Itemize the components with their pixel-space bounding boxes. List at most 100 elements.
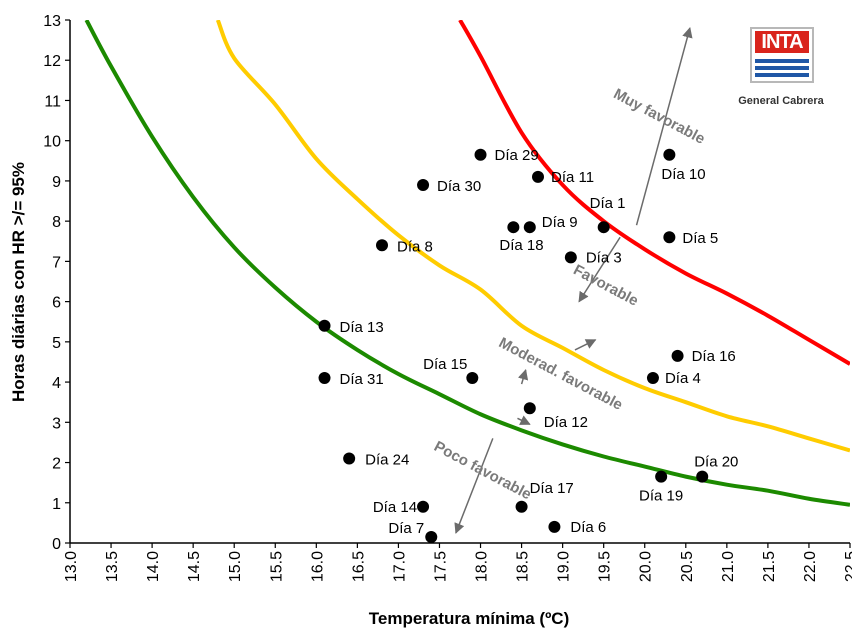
point-label-d-a-11: Día 11 — [551, 169, 594, 186]
y-tick-label: 7 — [52, 254, 61, 271]
threshold-curve-2 — [215, 20, 850, 453]
point-d-a-5 — [663, 231, 676, 244]
point-label-d-a-17: Día 17 — [530, 480, 574, 497]
x-tick-label: 14.5 — [186, 551, 203, 582]
x-tick-label: 21.5 — [761, 551, 778, 582]
threshold-curves — [84, 20, 850, 507]
zone-arrow-3 — [574, 339, 597, 351]
point-label-d-a-13: Día 13 — [340, 319, 384, 336]
point-label-d-a-12: Día 12 — [544, 414, 588, 431]
x-tick-label: 18.5 — [515, 551, 532, 582]
point-label-d-a-18: Día 18 — [499, 237, 543, 254]
x-tick-label: 17.5 — [432, 551, 449, 582]
point-d-a-8 — [376, 239, 388, 252]
inta-logo: INTA General Cabrera — [730, 27, 832, 121]
inta-logo-subtitle: General Cabrera — [738, 95, 824, 107]
zone-arrow-5 — [517, 415, 531, 425]
y-tick-label: 2 — [52, 456, 61, 473]
zone-arrows — [454, 27, 693, 534]
inta-logo-mark: INTA — [750, 27, 814, 83]
y-tick-label: 4 — [52, 375, 61, 392]
x-tick-label: 21.0 — [720, 551, 737, 582]
point-label-d-a-29: Día 29 — [495, 147, 539, 164]
point-label-d-a-8: Día 8 — [397, 238, 433, 255]
y-tick-label: 1 — [52, 496, 61, 513]
threshold-curve-1 — [458, 20, 850, 366]
point-label-d-a-31: Día 31 — [340, 371, 384, 388]
x-tick-label: 18.0 — [474, 551, 491, 582]
zone-arrow-6 — [454, 438, 494, 534]
x-tick-label: 20.0 — [638, 551, 655, 582]
point-d-a-10 — [663, 148, 676, 161]
x-tick-label: 20.5 — [679, 551, 696, 582]
data-points: Día 1 Día 3 Día 4 Día 5 Día 6 Día 7 Día 8 Día 9… — [318, 147, 738, 543]
point-label-d-a-9: Día 9 — [542, 214, 578, 231]
logo-stripe — [755, 66, 809, 70]
point-d-a-31 — [318, 372, 331, 385]
y-tick-label: 9 — [52, 174, 61, 191]
zone-label-2: Favorable — [571, 261, 642, 309]
point-label-d-a-16: Día 16 — [692, 348, 736, 365]
x-tick-label: 16.0 — [309, 551, 326, 582]
point-d-a-9 — [523, 221, 536, 234]
logo-stripe — [755, 73, 809, 77]
x-tick-label: 13.5 — [104, 551, 121, 582]
x-tick-label: 22.5 — [843, 551, 852, 582]
y-tick-label: 6 — [52, 295, 61, 312]
y-axis-title: Horas diárias con HR >/= 95% — [9, 162, 28, 402]
point-label-d-a-1: Día 1 — [590, 195, 626, 212]
point-label-d-a-3: Día 3 — [586, 249, 622, 266]
point-d-a-30 — [417, 178, 430, 191]
x-tick-label: 19.5 — [597, 551, 614, 582]
point-d-a-15 — [466, 372, 479, 385]
point-d-a-7 — [425, 530, 438, 543]
point-label-d-a-20: Día 20 — [694, 454, 738, 471]
y-tick-label: 5 — [52, 335, 61, 352]
point-label-d-a-19: Día 19 — [639, 488, 683, 505]
point-label-d-a-15: Día 15 — [423, 356, 467, 373]
point-d-a-20 — [696, 470, 709, 483]
point-d-a-17 — [515, 500, 528, 513]
y-tick-label: 8 — [52, 214, 61, 231]
point-d-a-16 — [671, 349, 684, 362]
point-label-d-a-14: Día 14 — [373, 499, 417, 516]
zone-label-4: Poco favorable — [431, 438, 534, 504]
zone-arrow-4 — [517, 368, 529, 385]
x-tick-label: 17.0 — [391, 551, 408, 582]
zone-label-1: Muy favorable — [611, 85, 708, 147]
logo-stripe — [755, 59, 809, 63]
inta-logo-text: INTA — [755, 31, 809, 53]
point-label-d-a-7: Día 7 — [388, 520, 424, 537]
x-tick-label: 19.0 — [556, 551, 573, 582]
point-d-a-14 — [417, 500, 430, 513]
zone-arrow-1 — [635, 27, 693, 226]
x-tick-label: 15.5 — [268, 551, 285, 582]
point-label-d-a-10: Día 10 — [661, 166, 705, 183]
point-d-a-19 — [655, 470, 668, 483]
x-axis-title: Temperatura mínima (ºC) — [369, 609, 570, 628]
x-tick-label: 22.0 — [802, 551, 819, 582]
point-d-a-11 — [532, 170, 544, 183]
point-d-a-12 — [523, 402, 536, 415]
point-d-a-29 — [474, 148, 487, 161]
y-tick-label: 13 — [43, 13, 61, 30]
point-d-a-13 — [318, 319, 331, 332]
y-tick-label: 11 — [44, 93, 61, 110]
point-label-d-a-6: Día 6 — [570, 519, 606, 536]
point-d-a-18 — [507, 221, 520, 234]
point-d-a-6 — [548, 520, 561, 533]
x-tick-label: 13.0 — [63, 551, 80, 582]
zone-arrow-2 — [578, 236, 621, 303]
point-d-a-24 — [343, 452, 356, 465]
y-tick-label: 12 — [43, 53, 61, 70]
x-tick-label: 16.5 — [350, 551, 367, 582]
point-label-d-a-30: Día 30 — [437, 178, 481, 195]
point-label-d-a-24: Día 24 — [365, 452, 409, 469]
point-d-a-3 — [564, 251, 577, 264]
y-tick-label: 3 — [52, 415, 61, 432]
point-d-a-4 — [646, 372, 659, 385]
y-tick-label: 10 — [43, 134, 61, 151]
point-label-d-a-4: Día 4 — [665, 370, 701, 387]
